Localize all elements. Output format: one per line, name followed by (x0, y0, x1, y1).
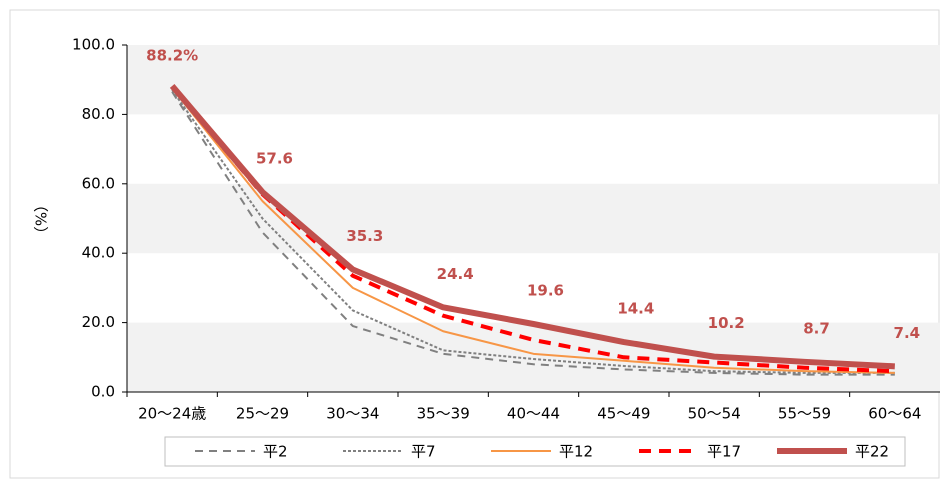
x-tick-label: 55～59 (778, 405, 831, 423)
data-label: 14.4 (617, 300, 654, 318)
x-tick-label: 60～64 (868, 405, 921, 423)
y-tick-label: 100.0 (72, 36, 115, 54)
data-label: 35.3 (346, 227, 383, 245)
y-tick-label: 60.0 (82, 174, 115, 192)
legend-label: 平12 (559, 443, 593, 461)
x-tick-label: 45～49 (597, 405, 650, 423)
series-line (169, 84, 895, 370)
series-line (171, 87, 895, 374)
y-tick-label: 20.0 (82, 313, 115, 331)
x-tick-label: 20～24歳 (138, 405, 206, 423)
data-label: 10.2 (708, 314, 745, 332)
data-label: 24.4 (437, 265, 474, 283)
data-label: 7.4 (894, 324, 921, 342)
grid-band (127, 45, 940, 115)
x-tick-label: 35～39 (417, 405, 470, 423)
data-label: 57.6 (256, 150, 293, 168)
y-tick-label: 80.0 (82, 105, 115, 123)
x-tick-label: 40～44 (507, 405, 560, 423)
data-label: 88.2% (146, 46, 198, 64)
y-tick-label: 40.0 (82, 244, 115, 262)
data-label: 8.7 (803, 319, 830, 337)
series-line (171, 89, 895, 374)
legend-label: 平17 (707, 443, 741, 461)
x-tick-label: 50～54 (688, 405, 741, 423)
legend-label: 平2 (263, 443, 288, 461)
x-tick-label: 30～34 (326, 405, 379, 423)
legend-label: 平22 (855, 443, 889, 461)
y-axis-label: （%） (32, 197, 50, 241)
y-tick-label: 0.0 (91, 383, 115, 401)
x-tick-label: 25～29 (236, 405, 289, 423)
grid-band (127, 183, 940, 254)
series-line (171, 91, 895, 376)
grid-band (127, 322, 940, 392)
data-label: 19.6 (527, 281, 564, 299)
legend-label: 平7 (411, 443, 436, 461)
